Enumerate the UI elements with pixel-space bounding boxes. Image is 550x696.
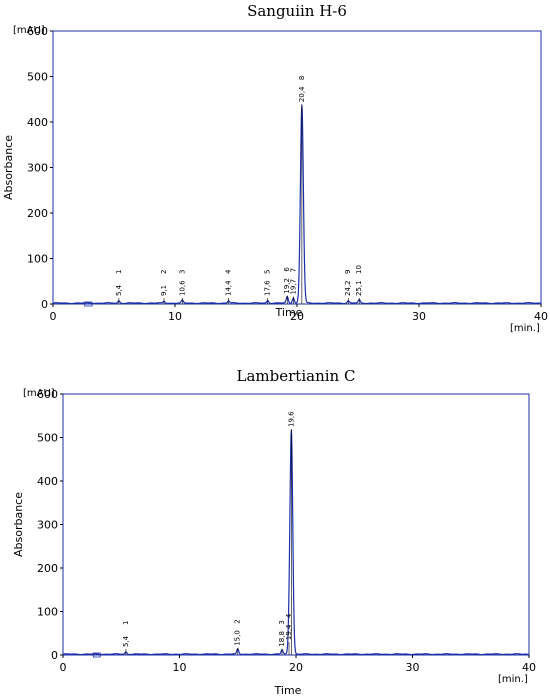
peak-time-label: 5,4 xyxy=(122,635,130,647)
y-tick-label: 200 xyxy=(37,562,58,575)
peak-time-label: 10,6 xyxy=(178,280,186,296)
x-tick-label: 10 xyxy=(168,310,182,323)
y-tick-label: 200 xyxy=(27,207,48,220)
peak-number-label: 4 xyxy=(225,269,233,274)
peak-number-label: 3 xyxy=(278,620,286,624)
chart-panel-2: Lambertianin C[mAU][min.]010020030040050… xyxy=(12,367,536,696)
y-unit-label: [mAU] xyxy=(23,388,55,399)
plot-frame xyxy=(62,393,530,656)
y-tick-label: 500 xyxy=(27,71,48,84)
y-tick-label: 300 xyxy=(37,519,58,532)
x-tick-label: 30 xyxy=(412,310,426,323)
peak-number-label: 5 xyxy=(264,270,272,274)
peak-time-label: 25,1 xyxy=(355,280,363,296)
x-tick-label: 0 xyxy=(60,661,67,674)
x-tick-label: 20 xyxy=(290,310,304,323)
peak-number-label: 2 xyxy=(160,270,168,274)
peak-time-label: 19,6 xyxy=(287,411,295,427)
peak-time-label: 15,0 xyxy=(234,630,242,646)
y-unit-label: [mAU] xyxy=(13,25,45,36)
x-tick-label: 40 xyxy=(522,661,536,674)
peak-time-label: 17,6 xyxy=(264,280,272,296)
x-tick-label: 40 xyxy=(534,310,548,323)
peak-number-label: 3 xyxy=(178,270,186,274)
chromatogram-trace xyxy=(52,105,542,305)
peak-number-label: 10 xyxy=(355,265,363,274)
peak-number-label: 4 xyxy=(285,613,293,618)
peak-number-label: 1 xyxy=(122,621,130,625)
peak-number-label: 1 xyxy=(115,270,123,274)
y-axis-label: Absorbance xyxy=(2,135,15,200)
y-tick-label: 600 xyxy=(37,388,58,401)
peak-time-label: 14,4 xyxy=(225,280,233,296)
y-tick-label: 400 xyxy=(27,116,48,129)
y-tick-label: 600 xyxy=(27,25,48,38)
peak-number-label: 6 xyxy=(283,267,291,272)
x-unit-label: [min.] xyxy=(510,323,540,334)
y-tick-label: 0 xyxy=(51,649,58,662)
peak-time-label: 24,2 xyxy=(344,280,352,296)
y-tick-label: 100 xyxy=(27,253,48,266)
peak-time-label: 19,2 xyxy=(283,278,291,294)
chart-panel-1: Sanguiin H-6[mAU][min.]01002003004005006… xyxy=(2,2,548,334)
peak-time-label: 19,4 xyxy=(285,624,293,640)
peak-number-label: 9 xyxy=(344,270,352,274)
x-axis-label: Time xyxy=(274,684,302,696)
plot-frame xyxy=(52,30,542,305)
y-tick-label: 400 xyxy=(37,475,58,488)
peak-time-label: 20,4 xyxy=(298,86,306,102)
peak-time-label: 5,4 xyxy=(115,284,123,296)
x-tick-label: 0 xyxy=(50,310,57,323)
y-tick-label: 0 xyxy=(41,298,48,311)
peak-time-label: 19,7 xyxy=(289,279,297,295)
x-unit-label: [min.] xyxy=(498,674,528,685)
peak-number-label: 2 xyxy=(234,619,242,623)
x-axis-label: Time xyxy=(275,306,303,319)
y-tick-label: 100 xyxy=(37,606,58,619)
peak-number-label: 8 xyxy=(298,76,306,80)
y-tick-label: 300 xyxy=(27,162,48,175)
x-tick-label: 30 xyxy=(406,661,420,674)
peak-time-label: 18,8 xyxy=(278,631,286,647)
peak-number-label: 7 xyxy=(289,268,297,272)
peak-time-label: 9,1 xyxy=(160,285,168,296)
y-tick-label: 500 xyxy=(37,432,58,445)
x-tick-label: 20 xyxy=(289,661,303,674)
y-axis-label: Absorbance xyxy=(12,492,25,557)
x-tick-label: 10 xyxy=(173,661,187,674)
chart-title: Lambertianin C xyxy=(237,367,356,385)
chart-title: Sanguiin H-6 xyxy=(247,2,347,20)
chromatogram-trace xyxy=(62,429,530,656)
